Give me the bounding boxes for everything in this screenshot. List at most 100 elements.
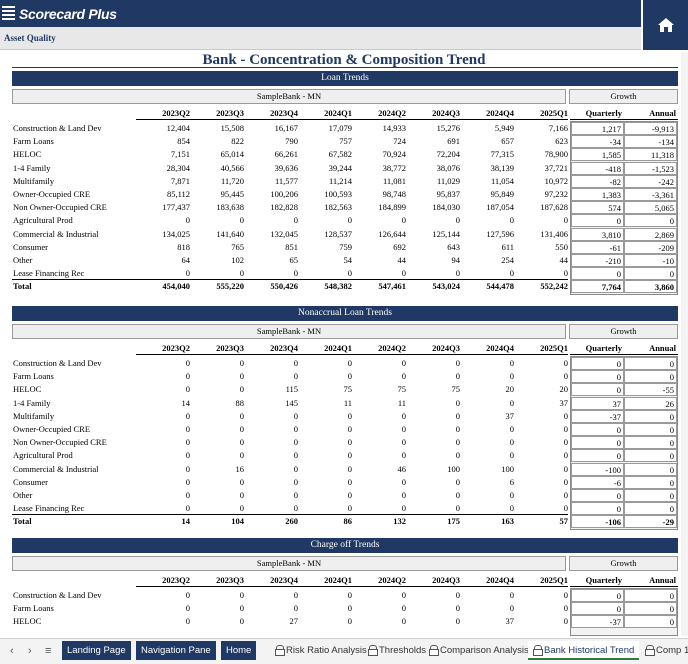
table-cell: 0 bbox=[239, 371, 244, 382]
column-header: 2024Q2 bbox=[378, 108, 406, 118]
growth-annual-header: Annual bbox=[649, 343, 676, 353]
sheet-tab-risk-ratio-analysis[interactable]: Risk Ratio Analysis bbox=[270, 641, 372, 660]
table-cell: 177,437 bbox=[162, 202, 190, 213]
table-cell: 0 bbox=[509, 424, 514, 434]
table-cell: 0 bbox=[455, 437, 460, 448]
app-header: Scorecard Plus bbox=[0, 0, 641, 27]
table-cell: 0 bbox=[563, 410, 568, 421]
table-cell: 0 bbox=[563, 424, 568, 434]
tab-scroll-left-icon[interactable]: ‹ bbox=[10, 645, 14, 657]
table-cell: 0 bbox=[293, 463, 298, 474]
all-sheets-menu-icon[interactable]: ≡ bbox=[45, 645, 52, 657]
row-label: Total bbox=[13, 281, 32, 292]
table-cell: 0 bbox=[239, 616, 244, 627]
row-label: Construction & Land Dev bbox=[13, 123, 102, 133]
row-label: Lease Financing Rec bbox=[13, 268, 85, 279]
table-cell: 66,261 bbox=[274, 149, 298, 160]
table-cell: 11,720 bbox=[220, 175, 244, 186]
table-cell: 611 bbox=[501, 241, 514, 252]
table-cell: 0 bbox=[455, 590, 460, 600]
lock-icon bbox=[275, 645, 285, 656]
column-header: 2025Q1 bbox=[540, 108, 568, 118]
column-header: 2024Q2 bbox=[378, 343, 406, 353]
growth-quarterly-header: Quarterly bbox=[585, 343, 622, 353]
table-cell: 11,214 bbox=[328, 175, 352, 186]
column-header: 2024Q1 bbox=[324, 108, 352, 118]
table-cell: 5,949 bbox=[494, 123, 514, 133]
column-header: 2025Q1 bbox=[540, 343, 568, 353]
growth-annual-cell: -9,913 bbox=[624, 122, 677, 135]
sheet-tab-navigation-pane[interactable]: Navigation Pane bbox=[136, 641, 216, 660]
column-header: 2023Q3 bbox=[216, 575, 244, 585]
column-header: 2023Q4 bbox=[270, 343, 298, 353]
growth-quarterly-cell: 1,383 bbox=[571, 188, 624, 201]
sheet-tab-bank-historical-trend[interactable]: Bank Historical Trend bbox=[528, 641, 640, 660]
sheet-tab-landing-page[interactable]: Landing Page bbox=[62, 641, 131, 660]
table-cell: 0 bbox=[185, 450, 190, 461]
table-cell: 27 bbox=[289, 616, 299, 627]
growth-annual-cell: -134 bbox=[624, 135, 677, 149]
table-cell: 0 bbox=[563, 476, 568, 487]
growth-quarterly-cell: -106 bbox=[571, 515, 624, 529]
table-cell: 0 bbox=[563, 463, 568, 474]
table-cell: 765 bbox=[231, 241, 244, 252]
sheet-tab-comp-1[interactable]: Comp 1 - bbox=[640, 641, 688, 660]
growth-quarterly-cell: 0 bbox=[571, 423, 624, 436]
table-cell: 126,644 bbox=[378, 228, 406, 239]
growth-quarterly-cell: 574 bbox=[571, 201, 624, 215]
growth-header-underline bbox=[570, 354, 678, 355]
app-logo[interactable]: Scorecard Plus bbox=[2, 4, 117, 24]
table-cell: 17,079 bbox=[328, 123, 352, 133]
table-cell: 0 bbox=[455, 410, 460, 421]
row-label: Other bbox=[13, 255, 33, 265]
table-cell: 260 bbox=[285, 516, 298, 527]
table-cell: 100 bbox=[501, 463, 514, 474]
table-cell: 11,081 bbox=[382, 175, 406, 186]
table-cell: 0 bbox=[509, 215, 514, 226]
growth-quarterly-cell: 3,810 bbox=[571, 227, 624, 241]
table-cell: 78,900 bbox=[544, 149, 568, 160]
table-cell: 643 bbox=[447, 241, 460, 252]
growth-quarterly-cell: -100 bbox=[571, 462, 624, 476]
row-label: Non Owner-Occupied CRE bbox=[13, 437, 107, 448]
sheet-tab-thresholds[interactable]: Thresholds bbox=[363, 641, 431, 660]
table-cell: 454,040 bbox=[162, 281, 190, 292]
table-cell: 100,593 bbox=[324, 189, 352, 199]
table-cell: 20 bbox=[559, 384, 569, 395]
growth-annual-cell: 0 bbox=[624, 615, 677, 629]
row-label: Other bbox=[13, 490, 33, 500]
table-cell: 0 bbox=[455, 490, 460, 500]
table-cell: 75 bbox=[451, 384, 461, 395]
column-header: 2023Q2 bbox=[162, 575, 190, 585]
table-cell: 0 bbox=[563, 358, 568, 368]
growth-quarterly-header: Quarterly bbox=[585, 575, 622, 585]
table-cell: 38,772 bbox=[382, 162, 406, 173]
growth-quarterly-cell: -418 bbox=[571, 161, 624, 175]
row-label: Consumer bbox=[13, 476, 48, 487]
table-cell: 182,828 bbox=[270, 202, 298, 213]
tab-scroll-right-icon[interactable]: › bbox=[28, 645, 32, 657]
table-cell: 0 bbox=[239, 603, 244, 614]
growth-quarterly-cell: 37 bbox=[571, 396, 624, 410]
sheet-tab-label: Navigation Pane bbox=[141, 645, 211, 656]
table-cell: 0 bbox=[347, 358, 352, 368]
vertical-scrollbar[interactable] bbox=[681, 52, 688, 636]
sheet-tab-home[interactable]: Home bbox=[221, 641, 257, 660]
growth-quarterly-cell: -61 bbox=[571, 240, 624, 254]
home-button[interactable] bbox=[641, 0, 688, 50]
sheet-tab-comparison-analysis[interactable]: Comparison Analysis bbox=[424, 641, 534, 660]
table-cell: 65 bbox=[289, 255, 299, 265]
row-label: Consumer bbox=[13, 241, 48, 252]
table-cell: 64 bbox=[181, 255, 191, 265]
column-header: 2024Q4 bbox=[486, 343, 514, 353]
table-cell: 7,871 bbox=[170, 175, 190, 186]
table-cell: 0 bbox=[455, 397, 460, 408]
row-label: Agricultural Prod bbox=[13, 215, 73, 226]
table-cell: 67,582 bbox=[328, 149, 352, 160]
table-cell: 145 bbox=[285, 397, 298, 408]
growth-annual-cell: -29 bbox=[624, 515, 677, 529]
table-cell: 184,899 bbox=[378, 202, 406, 213]
table-cell: 0 bbox=[455, 424, 460, 434]
growth-annual-cell: 5,065 bbox=[624, 201, 677, 215]
sheet-tab-label: Home bbox=[226, 645, 252, 656]
